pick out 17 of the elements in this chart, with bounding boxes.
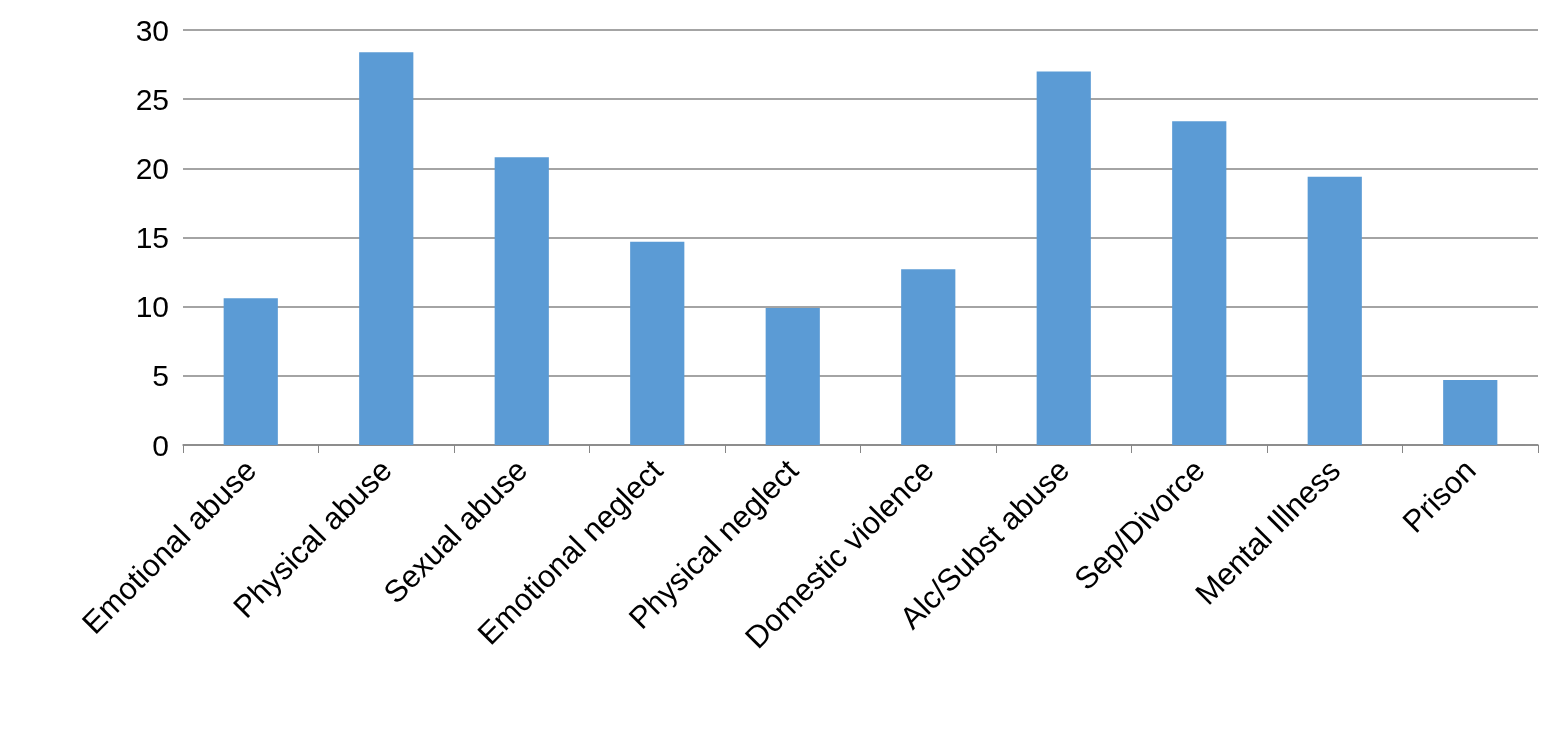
y-tick-label: 0: [152, 428, 169, 462]
y-tick-label: 5: [152, 359, 169, 393]
bar: [630, 241, 685, 445]
bar: [1172, 121, 1227, 445]
bar: [1036, 71, 1091, 445]
bar: [359, 52, 414, 445]
bar: [901, 269, 956, 445]
y-tick-label: 25: [135, 82, 169, 116]
bar: [1443, 379, 1498, 445]
bar: [223, 298, 278, 445]
bar: [494, 157, 549, 445]
y-tick-label: 10: [135, 290, 169, 324]
bar: [1307, 176, 1362, 445]
bar: [765, 308, 820, 445]
y-tick-label: 15: [135, 221, 169, 254]
y-tick-label: 30: [135, 13, 169, 47]
y-tick-label: 20: [135, 151, 169, 185]
